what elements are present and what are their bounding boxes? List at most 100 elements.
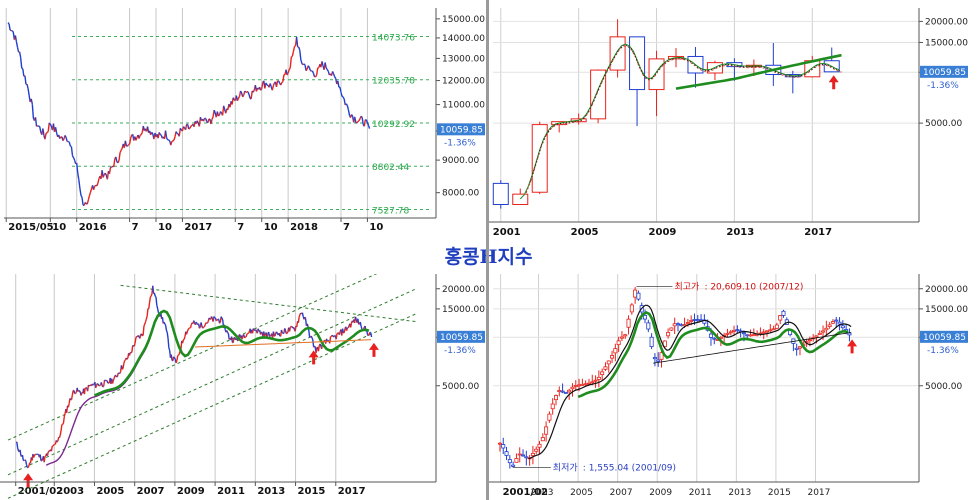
price-segment	[167, 139, 170, 141]
candle-body	[497, 442, 502, 445]
price-segment	[200, 322, 203, 326]
price-segment	[129, 134, 133, 139]
price-segment	[336, 332, 339, 335]
price-segment	[182, 338, 185, 341]
x-tick-label: 2009	[649, 227, 677, 238]
price-segment	[72, 157, 76, 161]
current-value-badge	[437, 123, 485, 136]
price-segment	[324, 62, 327, 69]
resistance-line	[120, 284, 417, 323]
high-annotation-value: : 20,609.10 (2007/12)	[704, 283, 803, 293]
price-segment	[135, 137, 138, 141]
price-segment	[52, 444, 55, 447]
candle-body	[524, 456, 529, 459]
price-segment	[22, 68, 25, 77]
price-segment	[343, 98, 346, 106]
price-segment	[347, 109, 351, 116]
price-segment	[292, 46, 296, 52]
price-segment	[345, 327, 349, 331]
price-segment	[60, 424, 63, 431]
y-tick-label: 5000.00	[925, 382, 962, 392]
price-segment	[354, 316, 357, 320]
price-segment	[24, 75, 27, 85]
price-segment	[18, 51, 22, 58]
price-segment	[145, 315, 148, 320]
x-tick-label: 2013	[728, 488, 751, 498]
price-segment	[137, 335, 140, 338]
candle-body	[814, 335, 819, 338]
price-segment	[25, 460, 28, 465]
red-arrow-icon	[308, 350, 319, 365]
price-segment	[141, 334, 144, 337]
price-segment	[96, 382, 99, 385]
x-tick-label: 2009	[177, 486, 205, 497]
price-segment	[163, 321, 166, 325]
price-segment	[179, 127, 182, 131]
candle-body	[682, 324, 687, 327]
candle-body	[547, 413, 552, 421]
price-segment	[131, 345, 134, 353]
candle-body	[807, 339, 812, 342]
price-segment	[39, 454, 42, 461]
price-segment	[49, 123, 52, 127]
price-segment	[63, 413, 66, 417]
price-segment	[275, 331, 279, 335]
price-segment	[56, 440, 59, 443]
price-segment	[202, 326, 205, 329]
price-segment	[311, 337, 314, 341]
candle-body	[765, 330, 770, 333]
x-tick-label: 2005	[570, 488, 593, 498]
price-segment	[230, 336, 234, 343]
candle-body	[603, 366, 608, 370]
candle-body	[629, 304, 634, 313]
candle-body	[563, 391, 568, 394]
price-segment	[315, 347, 318, 354]
price-segment	[156, 308, 160, 313]
price-segment	[302, 63, 305, 66]
price-segment	[355, 121, 358, 124]
price-segment	[99, 384, 102, 387]
candle-body	[662, 340, 667, 347]
x-tick-label: 10	[369, 222, 383, 233]
price-segment	[331, 334, 334, 337]
price-segment	[217, 114, 220, 117]
price-segment	[185, 331, 189, 335]
candle-body	[514, 458, 519, 463]
y-tick-label: 12000.00	[442, 77, 485, 87]
price-segment	[16, 447, 20, 452]
ma-green-line	[675, 53, 842, 90]
price-segment	[43, 456, 46, 463]
y-tick-label: 20000.00	[925, 17, 968, 27]
candle-body	[610, 355, 615, 359]
price-segment	[130, 351, 133, 354]
price-segment	[342, 96, 345, 100]
candle-body	[656, 359, 661, 362]
price-segment	[299, 50, 302, 60]
candle-body	[652, 356, 657, 360]
price-segment	[108, 167, 112, 174]
x-tick-label: 2015	[298, 486, 326, 497]
price-segment	[221, 317, 224, 321]
change-label: -1.36%	[927, 81, 959, 91]
x-tick-label: 10	[158, 222, 172, 233]
price-segment	[74, 391, 77, 394]
candle-body	[725, 332, 730, 335]
price-segment	[7, 22, 10, 25]
fib-level-label: 12035.78	[372, 77, 415, 87]
current-value-label: 10059.85	[440, 125, 483, 135]
price-segment	[354, 116, 357, 123]
price-segment	[245, 91, 248, 93]
y-tick-label: 13000.00	[442, 54, 485, 64]
x-tick-label: 2018	[290, 222, 318, 233]
price-segment	[58, 434, 61, 438]
candle-body	[741, 332, 746, 335]
price-segment	[36, 125, 38, 127]
ma-purple-line	[45, 323, 156, 466]
price-segment	[360, 326, 363, 330]
price-segment	[186, 329, 189, 332]
x-tick-label: 2001	[493, 227, 521, 238]
price-segment	[286, 331, 289, 334]
price-segment	[289, 56, 293, 68]
price-segment	[339, 87, 342, 93]
price-segment	[156, 304, 159, 309]
